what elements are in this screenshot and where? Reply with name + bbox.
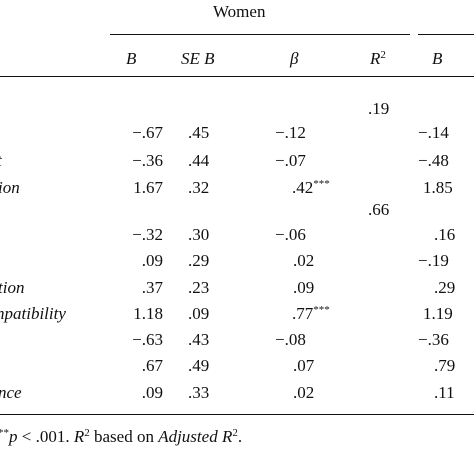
cell-b: −.67	[132, 123, 163, 142]
cell-beta: −.08	[275, 330, 306, 349]
group-header-rule	[110, 34, 410, 36]
cell-beta: −.12	[275, 123, 306, 142]
cell-se: .29	[188, 251, 210, 270]
col-header-b-next: B	[432, 49, 443, 68]
table-bottom-rule	[0, 414, 474, 416]
table-footnote: **p < .001. R2 based on Adjusted R2.	[0, 427, 243, 446]
row-label: ion	[0, 178, 20, 197]
cell-b: .09	[141, 251, 163, 270]
cell-beta: .77***	[292, 304, 330, 323]
cell-b-next: −.14	[418, 123, 449, 142]
cell-b: .37	[141, 278, 163, 297]
cell-se: .45	[188, 123, 210, 142]
col-header-b: B	[126, 49, 137, 68]
cell-se: .23	[188, 278, 210, 297]
cell-b: −.36	[132, 151, 163, 170]
group-header-rule-next	[418, 34, 474, 36]
cell-se: .49	[188, 356, 210, 375]
cell-b-next: −.19	[418, 251, 449, 270]
cell-se: .33	[188, 383, 210, 402]
row-label: npatibility	[0, 304, 66, 323]
cell-se: .44	[188, 151, 210, 170]
col-header-r2: R2	[370, 49, 386, 68]
significance-stars: ***	[313, 304, 330, 316]
row-label: t	[0, 152, 2, 169]
cell-b: .09	[141, 383, 163, 402]
cell-beta: .09	[293, 278, 315, 297]
cell-se: .09	[188, 304, 210, 323]
significance-stars: ***	[313, 178, 330, 190]
block1-r2: .19	[368, 99, 390, 118]
cell-b: .67	[141, 356, 163, 375]
header-bottom-rule	[0, 76, 474, 78]
cell-b-next: −.36	[418, 330, 449, 349]
cell-beta: −.07	[275, 151, 306, 170]
cell-b: −.32	[132, 225, 163, 244]
cell-b-next: .11	[434, 383, 455, 402]
cell-beta: .07	[293, 356, 315, 375]
cell-b-next: 1.85	[423, 178, 453, 197]
cell-b-next: .16	[434, 225, 456, 244]
cell-beta: .02	[293, 383, 315, 402]
group-header-women: Women	[213, 2, 266, 21]
col-header-beta: β	[290, 49, 299, 68]
cell-b: 1.18	[133, 304, 163, 323]
cell-b: −.63	[132, 330, 163, 349]
cell-b: 1.67	[133, 178, 163, 197]
cell-b-next: 1.19	[423, 304, 453, 323]
col-header-se-b: SE B	[181, 49, 215, 68]
cell-b-next: −.48	[418, 151, 449, 170]
cell-b-next: .29	[434, 278, 456, 297]
cell-se: .30	[188, 225, 210, 244]
cell-se: .43	[188, 330, 210, 349]
cell-beta: −.06	[275, 225, 306, 244]
row-label: tion	[0, 278, 25, 297]
block2-r2: .66	[368, 200, 390, 219]
cell-beta: .02	[293, 251, 315, 270]
row-label: nce	[0, 383, 22, 402]
cell-se: .32	[188, 178, 210, 197]
cell-beta: .42***	[292, 178, 330, 197]
cell-b-next: .79	[434, 356, 456, 375]
